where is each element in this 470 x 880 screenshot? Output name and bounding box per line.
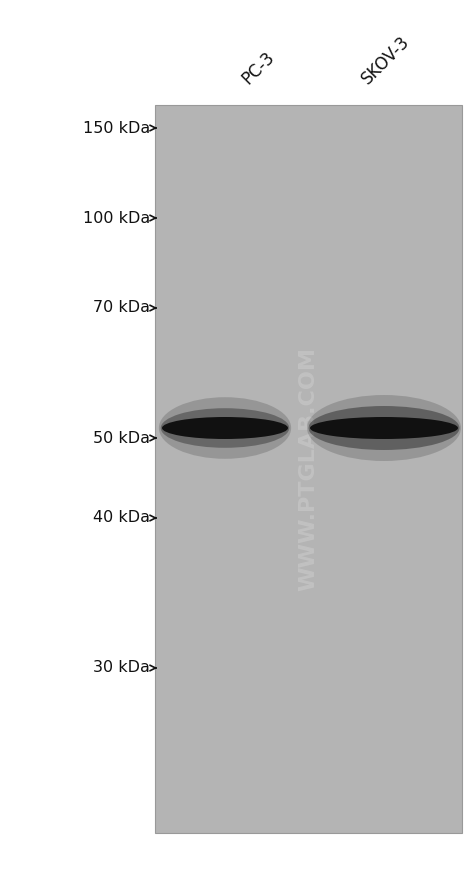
Text: 40 kDa: 40 kDa xyxy=(94,510,150,525)
Ellipse shape xyxy=(310,417,458,439)
Ellipse shape xyxy=(307,395,461,461)
Text: WWW.PTGLAB.COM: WWW.PTGLAB.COM xyxy=(298,347,319,591)
Text: 50 kDa: 50 kDa xyxy=(94,430,150,445)
Text: SKOV-3: SKOV-3 xyxy=(358,33,413,88)
Ellipse shape xyxy=(161,408,289,448)
Ellipse shape xyxy=(308,406,460,450)
Text: PC-3: PC-3 xyxy=(238,48,278,88)
Ellipse shape xyxy=(162,417,288,439)
Text: 100 kDa: 100 kDa xyxy=(83,210,150,225)
Text: 70 kDa: 70 kDa xyxy=(94,300,150,316)
Text: 150 kDa: 150 kDa xyxy=(83,121,150,136)
Ellipse shape xyxy=(159,397,291,458)
Text: 30 kDa: 30 kDa xyxy=(94,661,150,676)
Bar xyxy=(155,105,462,833)
